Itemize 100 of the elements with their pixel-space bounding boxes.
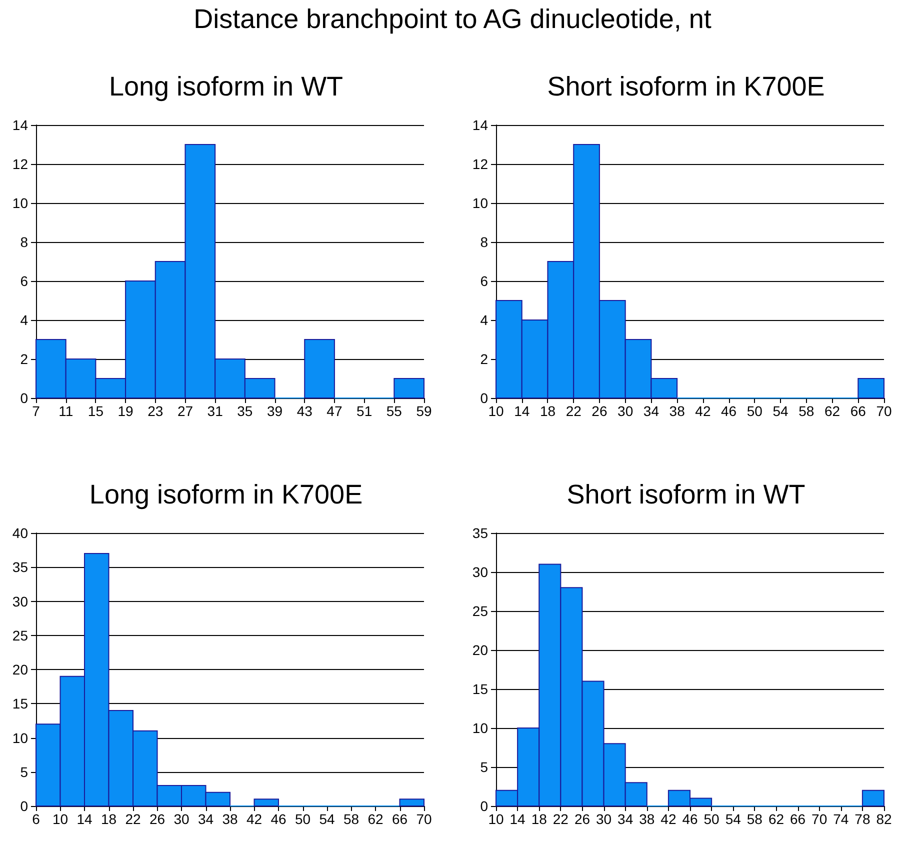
x-tick-label: 42: [246, 811, 262, 827]
x-tick-label: 35: [237, 403, 253, 419]
y-tick-label: 35: [12, 559, 28, 576]
x-tick-label: 22: [566, 403, 582, 419]
x-tick-label: 74: [833, 811, 849, 827]
x-tick-label: 7: [32, 403, 40, 419]
x-tick-label: 34: [643, 403, 660, 419]
x-tick-label: 30: [596, 811, 612, 827]
x-tick-label: 27: [177, 403, 194, 419]
x-tick-label: 54: [725, 811, 742, 827]
x-tick-label: 62: [768, 811, 784, 827]
x-tick-label: 26: [574, 811, 590, 827]
x-tick-label: 6: [32, 811, 40, 827]
x-tick-label: 66: [850, 403, 866, 419]
y-tick-label: 10: [472, 195, 488, 211]
x-tick-label: 18: [540, 403, 556, 419]
x-tick-label: 22: [552, 811, 569, 827]
x-tick-label: 62: [368, 811, 384, 827]
x-tick-label: 70: [416, 811, 432, 827]
x-tick-label: 46: [682, 811, 698, 827]
chart-title: Long isoform in K700E: [89, 480, 363, 510]
x-tick-label: 11: [58, 403, 74, 419]
y-tick-label: 14: [472, 117, 488, 133]
y-tick-label: 14: [12, 117, 28, 133]
y-tick-label: 6: [480, 273, 488, 289]
x-tick-label: 38: [222, 811, 238, 827]
x-tick-label: 46: [721, 403, 737, 419]
x-tick-label: 55: [386, 403, 402, 419]
chart-title: Long isoform in WT: [108, 72, 344, 102]
x-tick-label: 46: [270, 811, 286, 827]
y-tick-label: 15: [472, 681, 488, 697]
y-tick-label: 20: [12, 662, 28, 678]
text: Distance branchpoint to AG dinucleotide, nt: [192, 4, 712, 35]
chart-title: Short isoform in WT: [566, 480, 806, 510]
x-tick-label: 70: [876, 403, 892, 419]
x-tick-label: 18: [100, 811, 117, 827]
x-tick-label: 30: [174, 811, 190, 827]
x-tick-label: 14: [510, 811, 526, 827]
y-tick-label: 35: [472, 525, 488, 541]
x-tick-label: 47: [326, 403, 342, 419]
x-tick-label: 51: [356, 403, 372, 419]
x-tick-label: 26: [149, 811, 166, 827]
x-tick-label: 42: [660, 811, 676, 827]
x-tick-label: 15: [88, 403, 104, 419]
y-tick-label: 30: [472, 564, 488, 580]
y-tick-label: 0: [480, 798, 488, 814]
x-tick-label: 50: [746, 403, 763, 419]
x-tick-label: 34: [198, 811, 214, 827]
x-tick-label: 62: [824, 403, 840, 419]
x-tick-label: 30: [618, 403, 634, 419]
x-tick-label: 54: [772, 403, 789, 419]
x-tick-label: 31: [207, 403, 224, 419]
y-tick-label: 10: [472, 720, 488, 736]
x-tick-label: 50: [294, 811, 311, 827]
x-tick-label: 58: [798, 403, 814, 419]
y-tick-label: 8: [480, 234, 488, 250]
y-tick-label: 10: [12, 730, 28, 746]
y-tick-label: 12: [12, 156, 28, 172]
y-tick-label: 8: [20, 234, 28, 250]
y-tick-label: 40: [12, 525, 28, 541]
x-tick-label: 70: [812, 811, 828, 827]
x-tick-label: 22: [125, 811, 141, 827]
y-tick-label: 4: [480, 312, 488, 328]
x-tick-label: 38: [669, 403, 686, 419]
x-tick-label: 54: [319, 811, 335, 827]
y-tick-label: 2: [20, 351, 28, 367]
x-tick-label: 78: [854, 811, 870, 827]
y-tick-label: 5: [480, 759, 488, 775]
x-tick-label: 18: [531, 811, 548, 827]
x-tick-label: 43: [296, 403, 313, 419]
x-tick-label: 66: [790, 811, 806, 827]
x-tick-label: 34: [618, 811, 634, 827]
x-tick-label: 50: [704, 811, 720, 827]
y-tick-label: 0: [480, 390, 488, 406]
y-tick-label: 12: [472, 156, 488, 172]
y-tick-label: 20: [472, 642, 488, 658]
x-tick-label: 58: [343, 811, 360, 827]
x-tick-label: 39: [266, 403, 283, 419]
x-tick-label: 58: [746, 811, 763, 827]
x-tick-label: 82: [876, 811, 892, 827]
x-tick-label: 10: [52, 811, 68, 827]
y-tick-label: 0: [20, 798, 28, 814]
x-tick-label: 14: [76, 811, 92, 827]
y-tick-label: 15: [12, 696, 28, 712]
x-tick-label: 42: [695, 403, 711, 419]
y-tick-label: 2: [480, 351, 488, 367]
x-tick-label: 59: [416, 403, 432, 419]
x-tick-label: 38: [639, 811, 655, 827]
chart-title: Short isoform in K700E: [547, 72, 825, 102]
x-tick-label: 14: [514, 403, 530, 419]
x-tick-label: 66: [392, 811, 408, 827]
x-tick-label: 23: [148, 403, 164, 419]
y-tick-label: 25: [472, 603, 488, 619]
y-tick-label: 6: [20, 273, 28, 289]
y-tick-label: 5: [20, 764, 28, 780]
y-tick-label: 10: [12, 195, 28, 211]
x-tick-label: 26: [592, 403, 608, 419]
y-tick-label: 30: [12, 593, 28, 610]
y-tick-label: 4: [20, 312, 28, 328]
x-tick-label: 19: [118, 403, 134, 419]
